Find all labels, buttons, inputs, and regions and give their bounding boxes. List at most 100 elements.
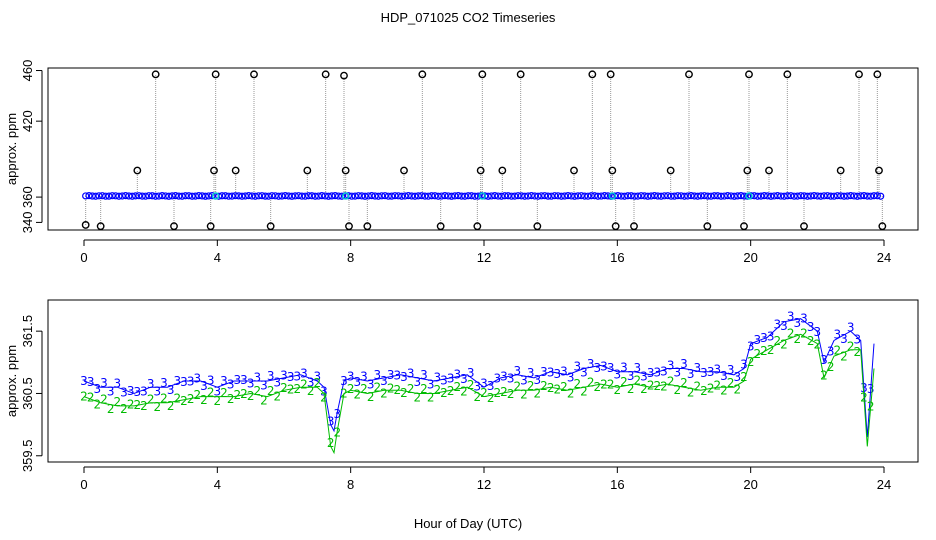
series-marker-3: 3 (780, 319, 788, 333)
outlier-point (588, 70, 597, 79)
baseline-point (720, 192, 728, 200)
baseline-point (291, 192, 299, 200)
baseline-point (328, 192, 336, 200)
series-marker-2: 2 (340, 386, 348, 400)
outlier-point (703, 222, 712, 231)
series-marker-2: 2 (600, 377, 608, 391)
baseline-point (451, 192, 459, 200)
baseline-point (624, 192, 632, 200)
series-marker-2: 2 (480, 386, 488, 400)
baseline-point (657, 192, 665, 200)
baseline-point (491, 192, 499, 200)
series-marker-2: 2 (314, 376, 322, 390)
outlier-point (436, 222, 445, 231)
series-marker-2: 2 (214, 394, 222, 408)
baseline-point (767, 192, 775, 200)
baseline-point (674, 192, 682, 200)
baseline-point (388, 192, 396, 200)
series-marker-3: 3 (80, 374, 88, 388)
baseline-point (727, 192, 735, 200)
series-marker-3: 3 (760, 331, 768, 345)
baseline-point (780, 192, 788, 200)
series-marker-2: 2 (234, 388, 242, 402)
baseline-point (694, 192, 702, 200)
series-marker-3: 3 (107, 385, 115, 399)
series-marker-2: 2 (240, 387, 248, 401)
series-marker-3: 3 (400, 370, 408, 384)
series-marker-2: 2 (774, 334, 782, 348)
series-marker-3: 3 (654, 365, 662, 379)
series-marker-3: 3 (334, 407, 342, 421)
series-marker-3: 3 (840, 332, 848, 346)
series-marker-2: 2 (147, 392, 155, 406)
baseline-point (860, 192, 868, 200)
baseline-point (241, 192, 249, 200)
series-marker-2: 2 (207, 385, 215, 399)
series-marker-3: 3 (834, 327, 842, 341)
baseline-point (351, 192, 359, 200)
series-marker-3: 3 (634, 361, 642, 375)
baseline-point (654, 192, 662, 200)
outlier-point (321, 70, 330, 79)
x-tick-label: 12 (477, 250, 491, 265)
series-marker-3: 3 (500, 370, 508, 384)
series-marker-3: 3 (734, 370, 742, 384)
baseline-point (274, 192, 283, 200)
baseline-point (684, 192, 692, 200)
baseline-point (105, 192, 113, 200)
series-marker-3: 3 (787, 309, 795, 323)
baseline-point (155, 192, 163, 200)
series-marker-3: 3 (820, 353, 828, 367)
series-marker-2: 2 (627, 382, 635, 396)
baseline-point (421, 192, 429, 200)
series-marker-2: 2 (840, 350, 848, 364)
series-marker-2: 2 (120, 402, 128, 416)
series-marker-2: 2 (200, 393, 208, 407)
baseline-point (374, 192, 382, 200)
outlier-point (878, 222, 887, 231)
highlight-point (608, 192, 617, 200)
baseline-point (813, 192, 822, 200)
series-marker-2: 2 (467, 378, 475, 392)
series-marker-3: 3 (540, 365, 548, 379)
series-marker-3: 3 (254, 370, 262, 384)
series-marker-3: 3 (147, 377, 155, 391)
baseline-point (561, 192, 569, 200)
series-marker-2: 2 (820, 368, 828, 382)
series-marker-2: 2 (540, 379, 548, 393)
baseline-point (205, 192, 213, 200)
baseline-point (800, 192, 808, 200)
baseline-point (188, 192, 196, 200)
series-marker-3: 3 (707, 365, 715, 379)
baseline-point (803, 192, 812, 200)
baseline-point (258, 192, 266, 200)
series-marker-3: 3 (220, 374, 228, 388)
series-marker-3: 3 (747, 339, 755, 353)
series-marker-2: 2 (220, 386, 228, 400)
baseline-point (823, 192, 832, 200)
baseline-point (447, 192, 456, 200)
baseline-point (577, 192, 585, 200)
series-marker-3: 3 (720, 369, 728, 383)
outlier-point (533, 222, 542, 231)
outlier-point (498, 166, 507, 175)
outlier-point (875, 166, 883, 175)
series-marker-3: 3 (414, 375, 422, 389)
baseline-point (650, 192, 659, 200)
baseline-point (630, 192, 639, 200)
x-tick-label: 24 (877, 477, 891, 492)
baseline-point (827, 192, 835, 200)
baseline-point (590, 192, 599, 200)
series-marker-3: 3 (120, 386, 128, 400)
series-marker-3: 3 (200, 379, 208, 393)
baseline-point (847, 192, 855, 200)
baseline-point (617, 192, 625, 200)
series-marker-3: 3 (507, 371, 515, 385)
series-marker-2: 2 (327, 436, 335, 450)
outlier-point (400, 166, 408, 175)
series-marker-3: 3 (447, 371, 455, 385)
baseline-point (584, 192, 592, 200)
series-marker-2: 2 (187, 392, 195, 406)
outlier-point (570, 166, 578, 175)
